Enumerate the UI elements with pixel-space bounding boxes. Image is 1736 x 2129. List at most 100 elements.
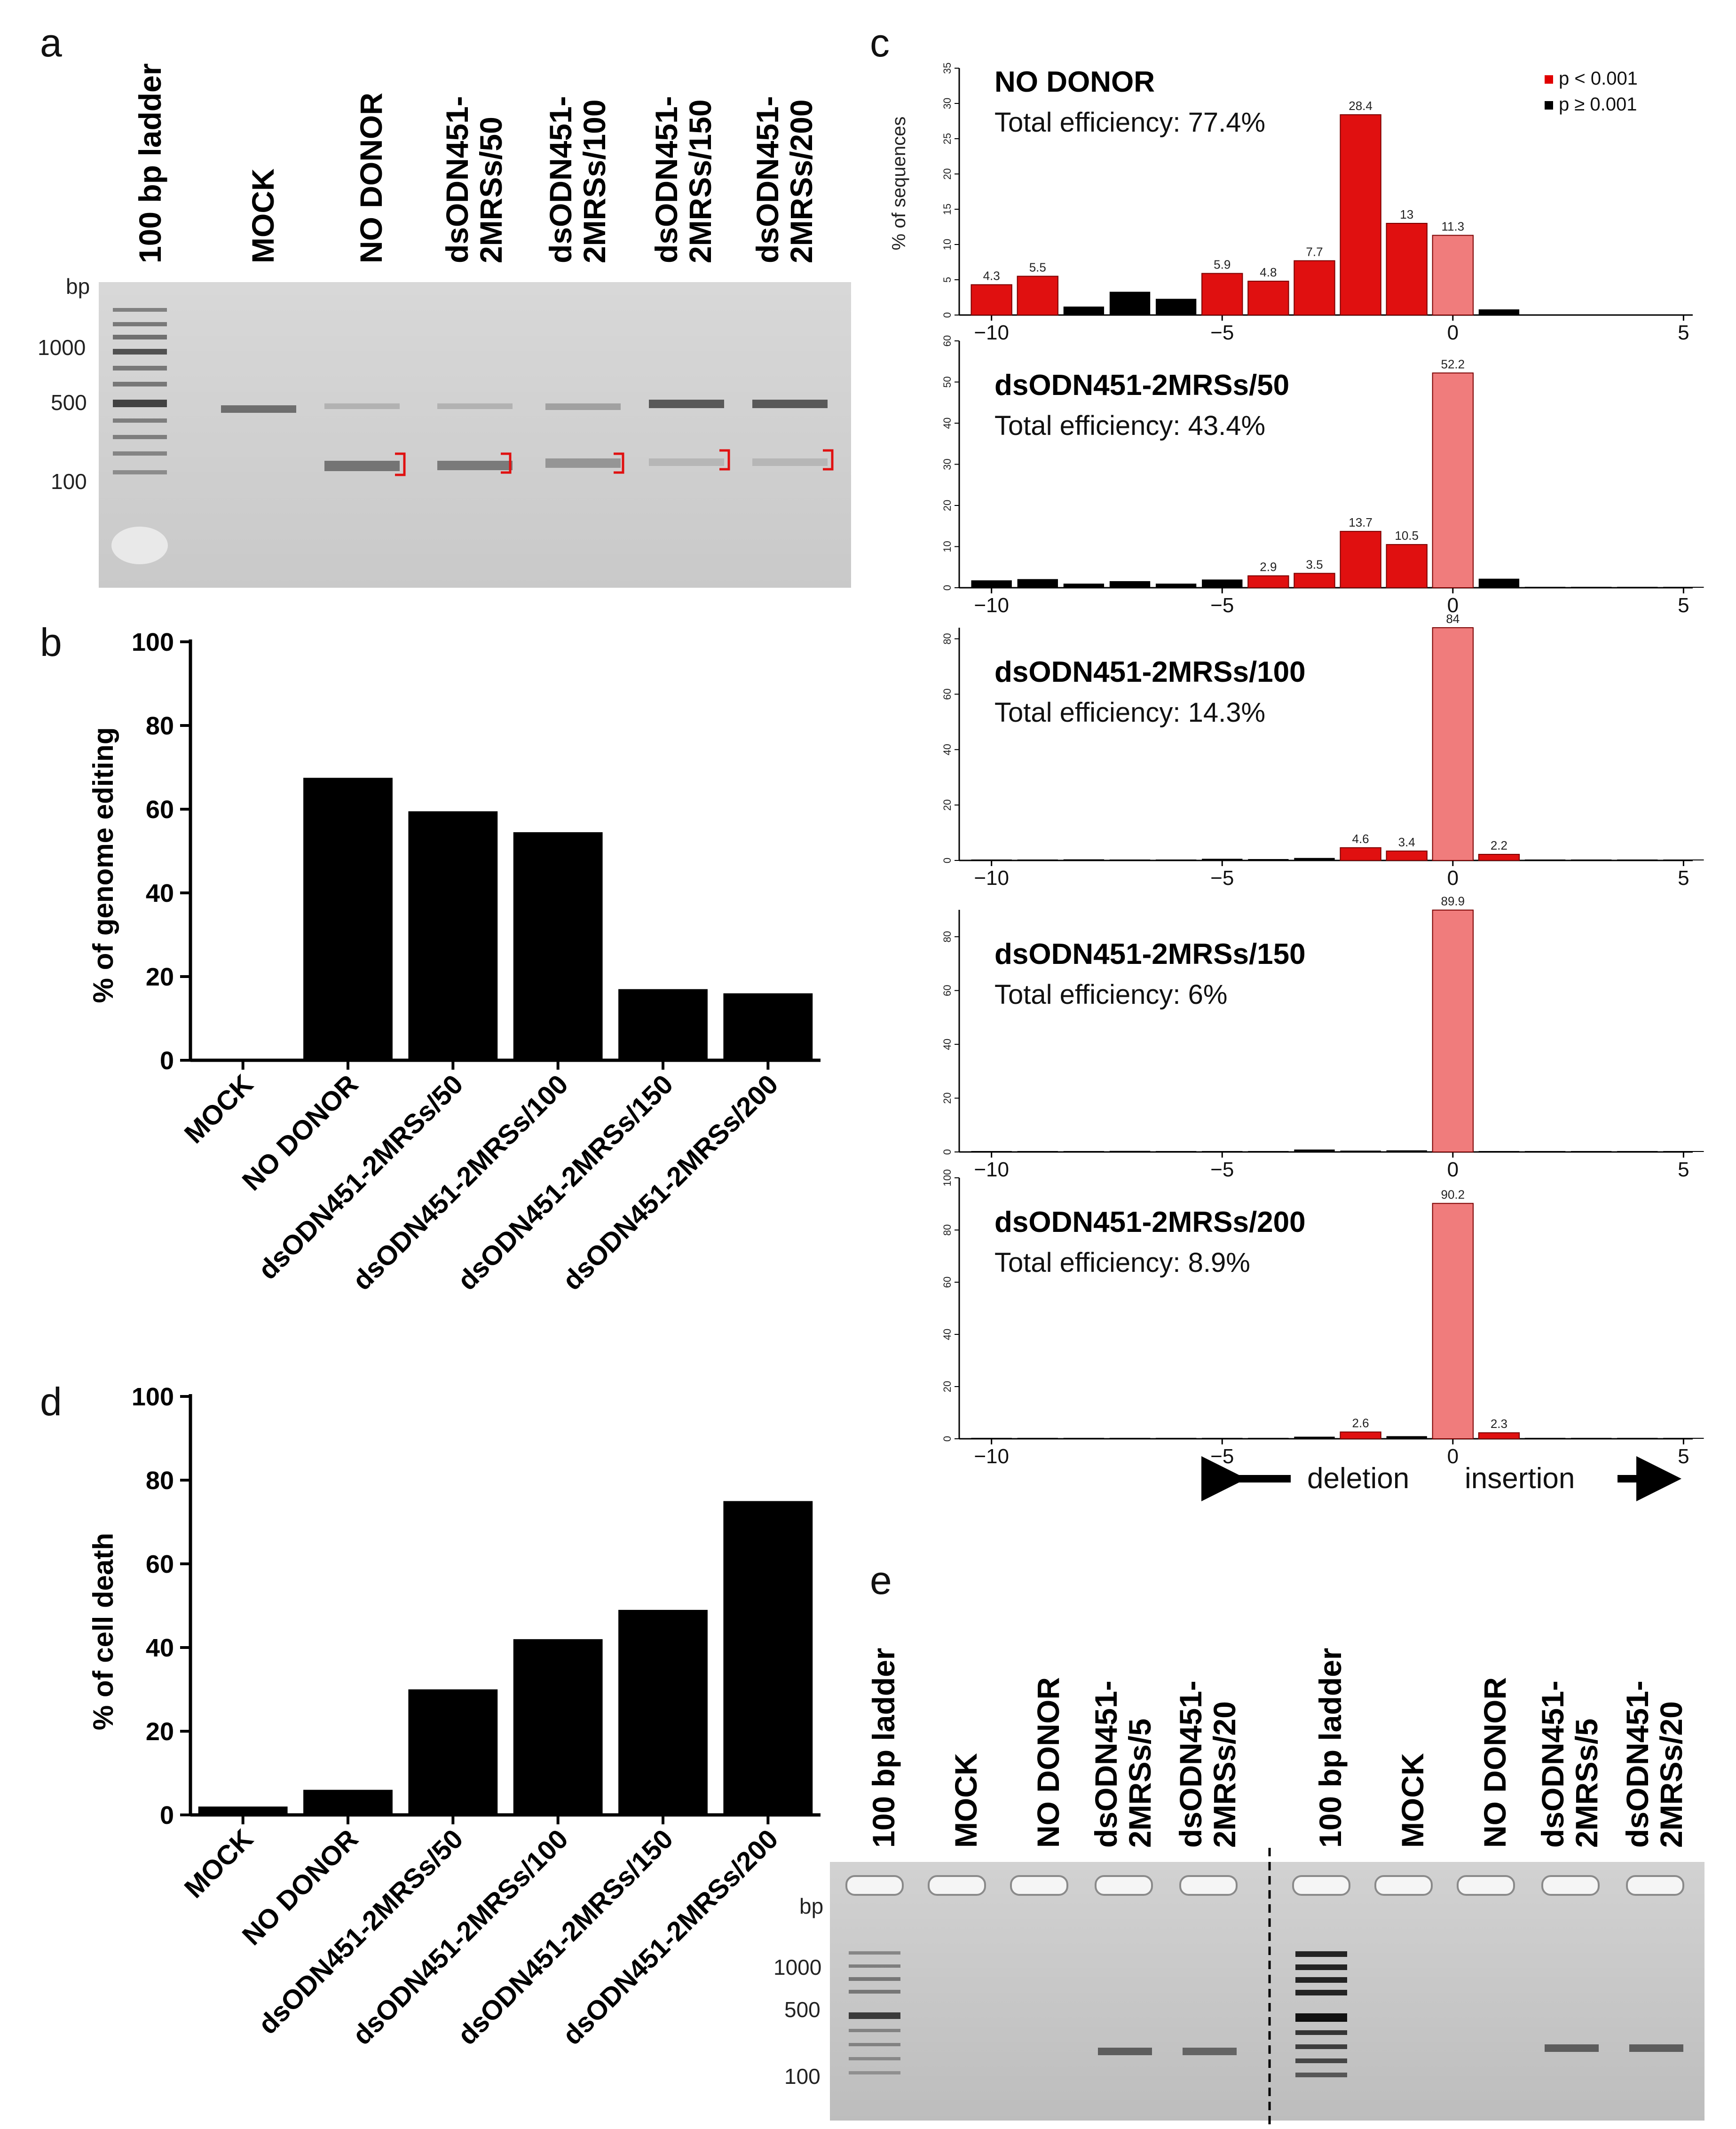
chart-c-1-ytick-label-1: 10: [941, 541, 953, 552]
chart-b-bar-1: [303, 778, 393, 1060]
chart-c-0-bar-7: [1294, 260, 1335, 315]
chart-c-ylabel: % of sequences: [889, 117, 909, 251]
chart-b-bar-4: [618, 989, 708, 1060]
chart-d-category-label-0: MOCK: [179, 1823, 259, 1904]
chart-c-1-xtick-label-0: −10: [974, 594, 1009, 617]
chart-c-0-ytick-label-7: 35: [941, 63, 953, 74]
chart-c-1-bar-label-9: 10.5: [1395, 528, 1419, 543]
chart-c-4-bar-label-8: 2.6: [1352, 1416, 1369, 1430]
chart-c-4-title: dsODN451-2MRSs/200: [994, 1206, 1306, 1238]
chart-c-1-bar-13: [1570, 587, 1612, 588]
chart-d-ytick-label-4: 80: [146, 1467, 174, 1495]
chart-d-ytick-label-0: 0: [160, 1801, 174, 1829]
chart-c-2-ytick-label-1: 20: [941, 799, 953, 811]
chart-c-3-bar-14: [1617, 1151, 1658, 1152]
chart-c-1-bar-15: [1663, 587, 1704, 588]
panel-c: c % of sequences p < 0.001 p ≥ 0.001 del…: [870, 21, 1704, 1501]
chart-c-3-xtick-label-0: −10: [974, 1158, 1009, 1181]
chart-c-4-xtick-label-1: −5: [1210, 1445, 1234, 1468]
chart-c-2-bar-5: [1202, 859, 1243, 860]
chart-c-panel-3: 0 20 40 60 80 −10 −5 0 5 89.9 dsODN451-2MRSs/150 To…: [941, 894, 1704, 1181]
chart-c-2-xtick-label-3: 5: [1678, 867, 1689, 890]
chart-c-0-bar-1: [1017, 276, 1058, 315]
chart-c-4-bar-9: [1386, 1436, 1427, 1439]
chart-c-3-bar-4: [1155, 1151, 1197, 1152]
chart-c-0-bar-9: [1386, 223, 1428, 315]
chart-c-0-bar-2: [1063, 307, 1105, 315]
chart-c-4-bar-4: [1155, 1438, 1197, 1439]
chart-c-2-bar-11: [1478, 854, 1520, 861]
panel-letter-e: e: [870, 1558, 892, 1602]
chart-c-1-bar-3: [1109, 581, 1151, 588]
chart-c-3-bar-5: [1202, 1151, 1243, 1152]
chart-c-2-bar-label-9: 3.4: [1398, 835, 1415, 849]
chart-c-4-xtick-label-0: −10: [974, 1445, 1009, 1468]
gel-e-lane-label-4: dsODN451-2MRSs/20: [1173, 1680, 1242, 1848]
chart-c-0-bar-6: [1247, 281, 1289, 315]
chart-c-2-bar-label-11: 2.2: [1491, 838, 1507, 852]
chart-b-ytick-label-4: 80: [146, 712, 174, 740]
chart-c-4-bar-3: [1109, 1438, 1151, 1439]
chart-c-0-ytick-label-6: 30: [941, 98, 953, 109]
chart-c-1-ytick-label-0: 0: [941, 585, 953, 591]
chart-c-2-ytick-label-4: 80: [941, 633, 953, 644]
chart-c-3-bar-3: [1109, 1151, 1151, 1152]
chart-d-category-label-3: dsODN451-2MRSs/100: [347, 1823, 574, 2051]
chart-c-2-bar-0: [971, 859, 1012, 860]
chart-c-4-bar-2: [1063, 1438, 1105, 1439]
chart-c-0-bar-label-8: 28.4: [1349, 99, 1373, 113]
chart-c-4-bar-label-10: 90.2: [1441, 1187, 1465, 1201]
chart-c-3-bar-11: [1478, 1151, 1520, 1152]
gel-a-bp-unit: bp: [66, 274, 90, 299]
chart-c-4-bar-12: [1524, 1438, 1566, 1439]
chart-c-3-ytick-label-4: 80: [941, 931, 953, 942]
chart-c-1-bar-6: [1247, 575, 1289, 588]
chart-c-4-bar-14: [1617, 1438, 1658, 1439]
chart-c-4-xtick-label-2: 0: [1447, 1445, 1459, 1468]
chart-c-panel-1: 0 10 20 30 40 50 60 −10 −5 0 5 2.9 3.5 13.7 10.5 52.2 ds…: [941, 335, 1704, 617]
chart-d-bar-3: [513, 1639, 603, 1815]
gel-a-lane-label-5: dsODN451-2MRSs/150: [649, 96, 718, 263]
chart-c-3-ytick-label-0: 0: [941, 1149, 953, 1155]
chart-c-1-bar-10: [1432, 372, 1474, 588]
gel-e-lane-label-5: 100 bp ladder: [1313, 1648, 1348, 1848]
chart-c-2-bar-4: [1155, 859, 1197, 860]
chart-c-0-xtick-label-1: −5: [1210, 321, 1234, 344]
chart-c-1-ytick-label-4: 40: [941, 418, 953, 429]
chart-c-4-bar-1: [1017, 1438, 1058, 1439]
chart-c-4-ytick-label-0: 0: [941, 1436, 953, 1442]
chart-c-3-xtick-label-2: 0: [1447, 1158, 1459, 1181]
chart-c-0-ytick-label-2: 10: [941, 239, 953, 250]
chart-c-1-bar-2: [1063, 584, 1105, 588]
chart-c-3-xtick-label-3: 5: [1678, 1158, 1689, 1181]
chart-c-2-bar-15: [1663, 859, 1704, 860]
chart-c-4-bar-13: [1570, 1438, 1612, 1439]
chart-c-0-bar-label-10: 11.3: [1441, 220, 1464, 234]
chart-c-1-bar-9: [1386, 544, 1428, 588]
chart-c-legend: p < 0.001 p ≥ 0.001: [1545, 68, 1638, 115]
chart-b-ytick-label-3: 60: [146, 796, 174, 824]
legend-label-nonsig: p ≥ 0.001: [1559, 94, 1637, 115]
chart-c-panel-0: 0 5 10 15 20 25 30 35 −10 −5 0 5 4.3 5.5 5.9 4.8 7.7 28.4…: [941, 63, 1693, 344]
gel-e-lane-label-0: 100 bp ladder: [866, 1648, 901, 1848]
chart-c-4-bar-7: [1294, 1436, 1335, 1439]
chart-c-0-bar-3: [1109, 292, 1151, 315]
gel-a-image: [99, 282, 851, 588]
panel-letter-c: c: [870, 21, 890, 65]
chart-c-2-bar-2: [1063, 859, 1105, 860]
chart-c-2-ytick-label-2: 40: [941, 744, 953, 755]
chart-d-category-label-2: dsODN451-2MRSs/50: [253, 1823, 469, 2040]
chart-c-2-xtick-label-2: 0: [1447, 867, 1459, 890]
gel-a-lane-label-3: dsODN451-2MRSs/50: [440, 96, 508, 263]
gel-a-sample-bands: [221, 400, 828, 471]
chart-c-3-bar-7: [1294, 1149, 1335, 1152]
chart-c-0-bar-5: [1201, 273, 1243, 315]
chart-c-0-bar-8: [1340, 114, 1381, 315]
chart-c-0-bar-label-0: 4.3: [983, 269, 1000, 283]
chart-c-2-bar-10: [1432, 627, 1474, 861]
chart-b-ytick-label-1: 20: [146, 963, 174, 991]
chart-c-panel-2: 0 20 40 60 80 −10 −5 0 5 4.6 3.4 84 2.2 dsODN451-2MRS…: [941, 612, 1704, 890]
chart-c-2-ytick-label-3: 60: [941, 688, 953, 700]
